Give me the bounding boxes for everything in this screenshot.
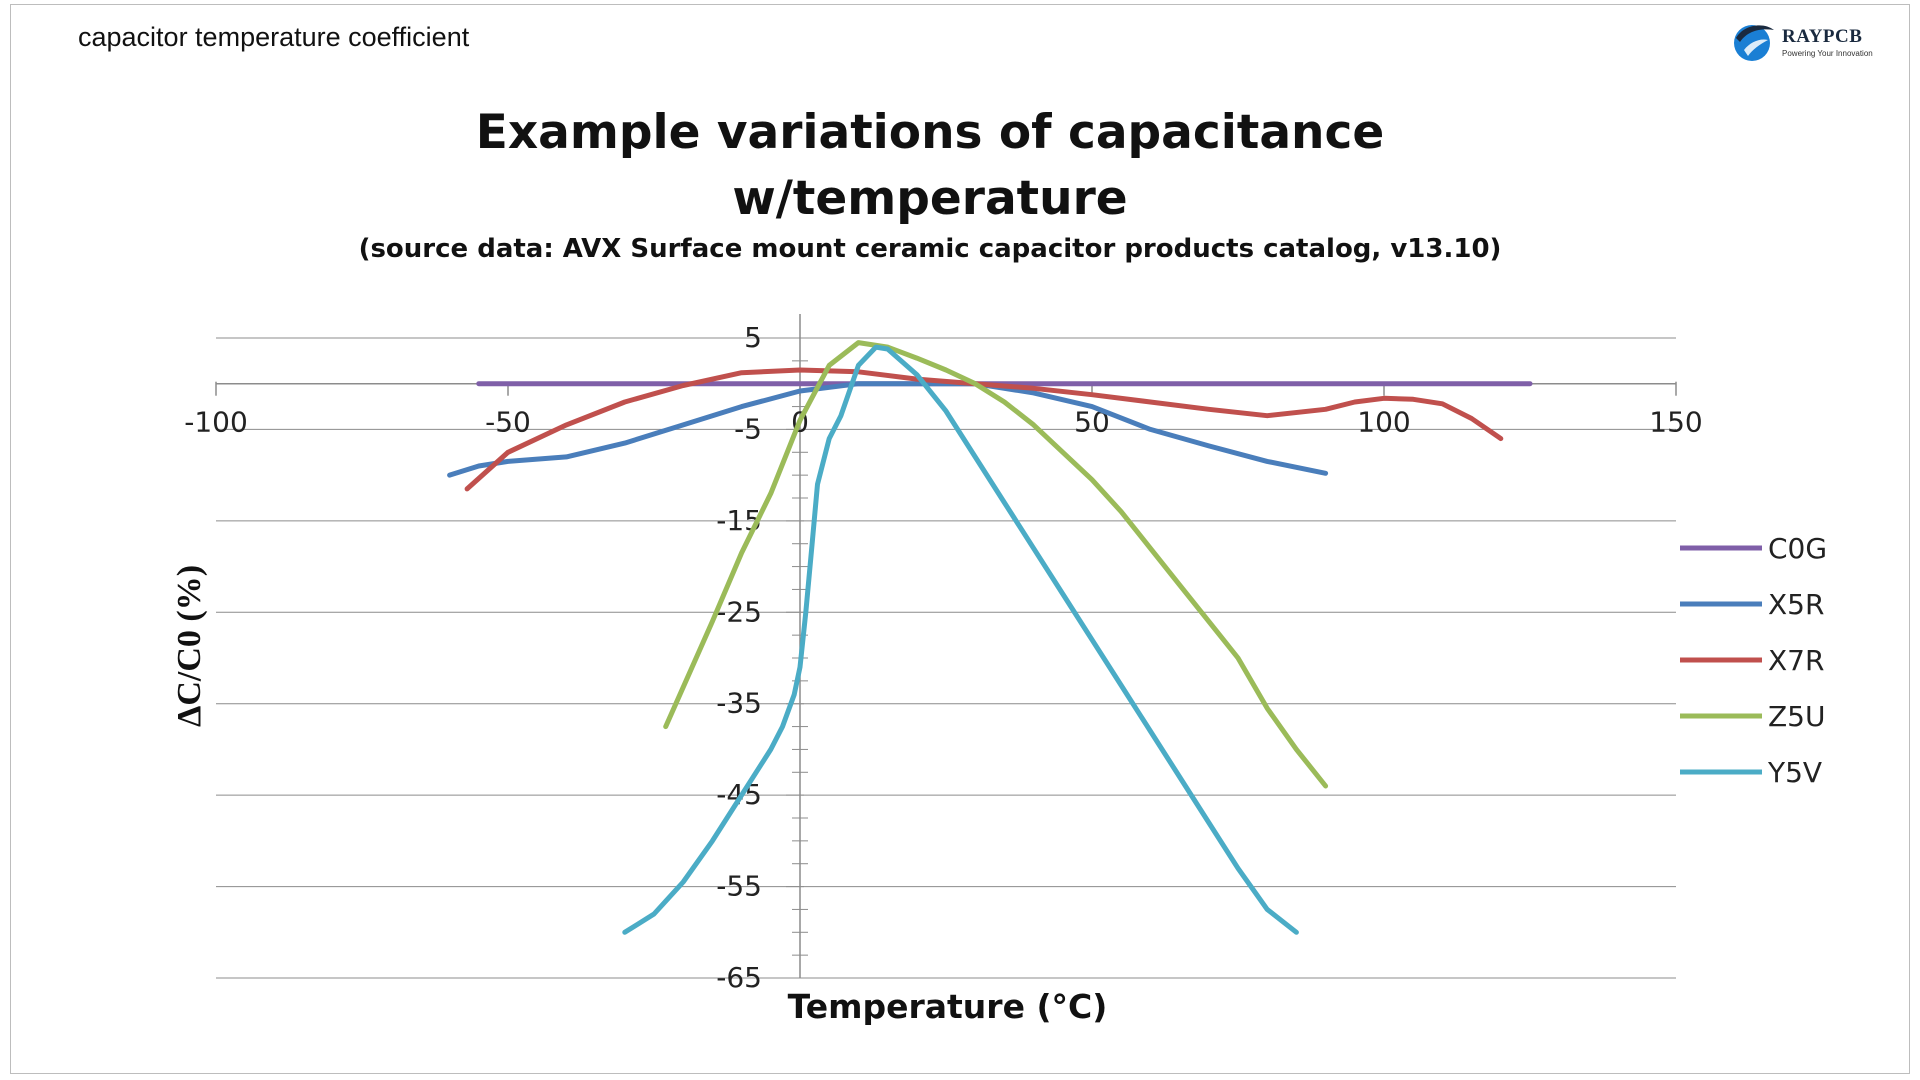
legend-label-x7r: X7R [1768,644,1824,677]
legend-label-x5r: X5R [1768,588,1824,621]
chart-subtitle: (source data: AVX Surface mount ceramic … [358,234,1502,264]
series-line-x5r [447,381,1329,478]
brand-tagline: Powering Your Innovation [1782,49,1873,58]
logo-highlight [1744,39,1768,56]
chart-title: Example variations of capacitance w/temp… [0,100,1860,232]
chart-title-line1: Example variations of capacitance [475,105,1385,160]
series-line-z5u [663,340,1329,789]
y-tick-label: -55 [716,870,762,903]
y-axis-title: ΔC/C0 (%) [171,565,208,727]
x-tick-label: 150 [1649,406,1702,439]
legend-label-z5u: Z5U [1768,700,1826,733]
y-tick-label: -35 [716,687,762,720]
legend-label-c0g: C0G [1768,532,1827,565]
legend-label-y5v: Y5V [1767,756,1822,789]
x-tick-label: -50 [485,406,531,439]
x-tick-label: -100 [184,406,248,439]
brand-name: RAYPCB [1782,26,1863,47]
y-tick-label: 5 [744,321,762,354]
y-tick-label: -5 [734,412,762,445]
series-line-x7r [464,367,1504,492]
y-tick-label: -65 [716,961,762,994]
brand-logo: RAYPCB Powering Your Innovation [1730,20,1880,64]
x-tick-label: 100 [1357,406,1410,439]
slide-frame [10,4,1910,1074]
page-caption: capacitor temperature coefficient [78,22,470,52]
x-axis-title: Temperature (°C) [788,987,1108,1026]
raypcb-logo-icon [1734,25,1774,61]
chart-title-line2: w/temperature [732,171,1128,226]
series-line-y5v [622,344,1299,935]
logo-swoosh [1736,25,1774,42]
